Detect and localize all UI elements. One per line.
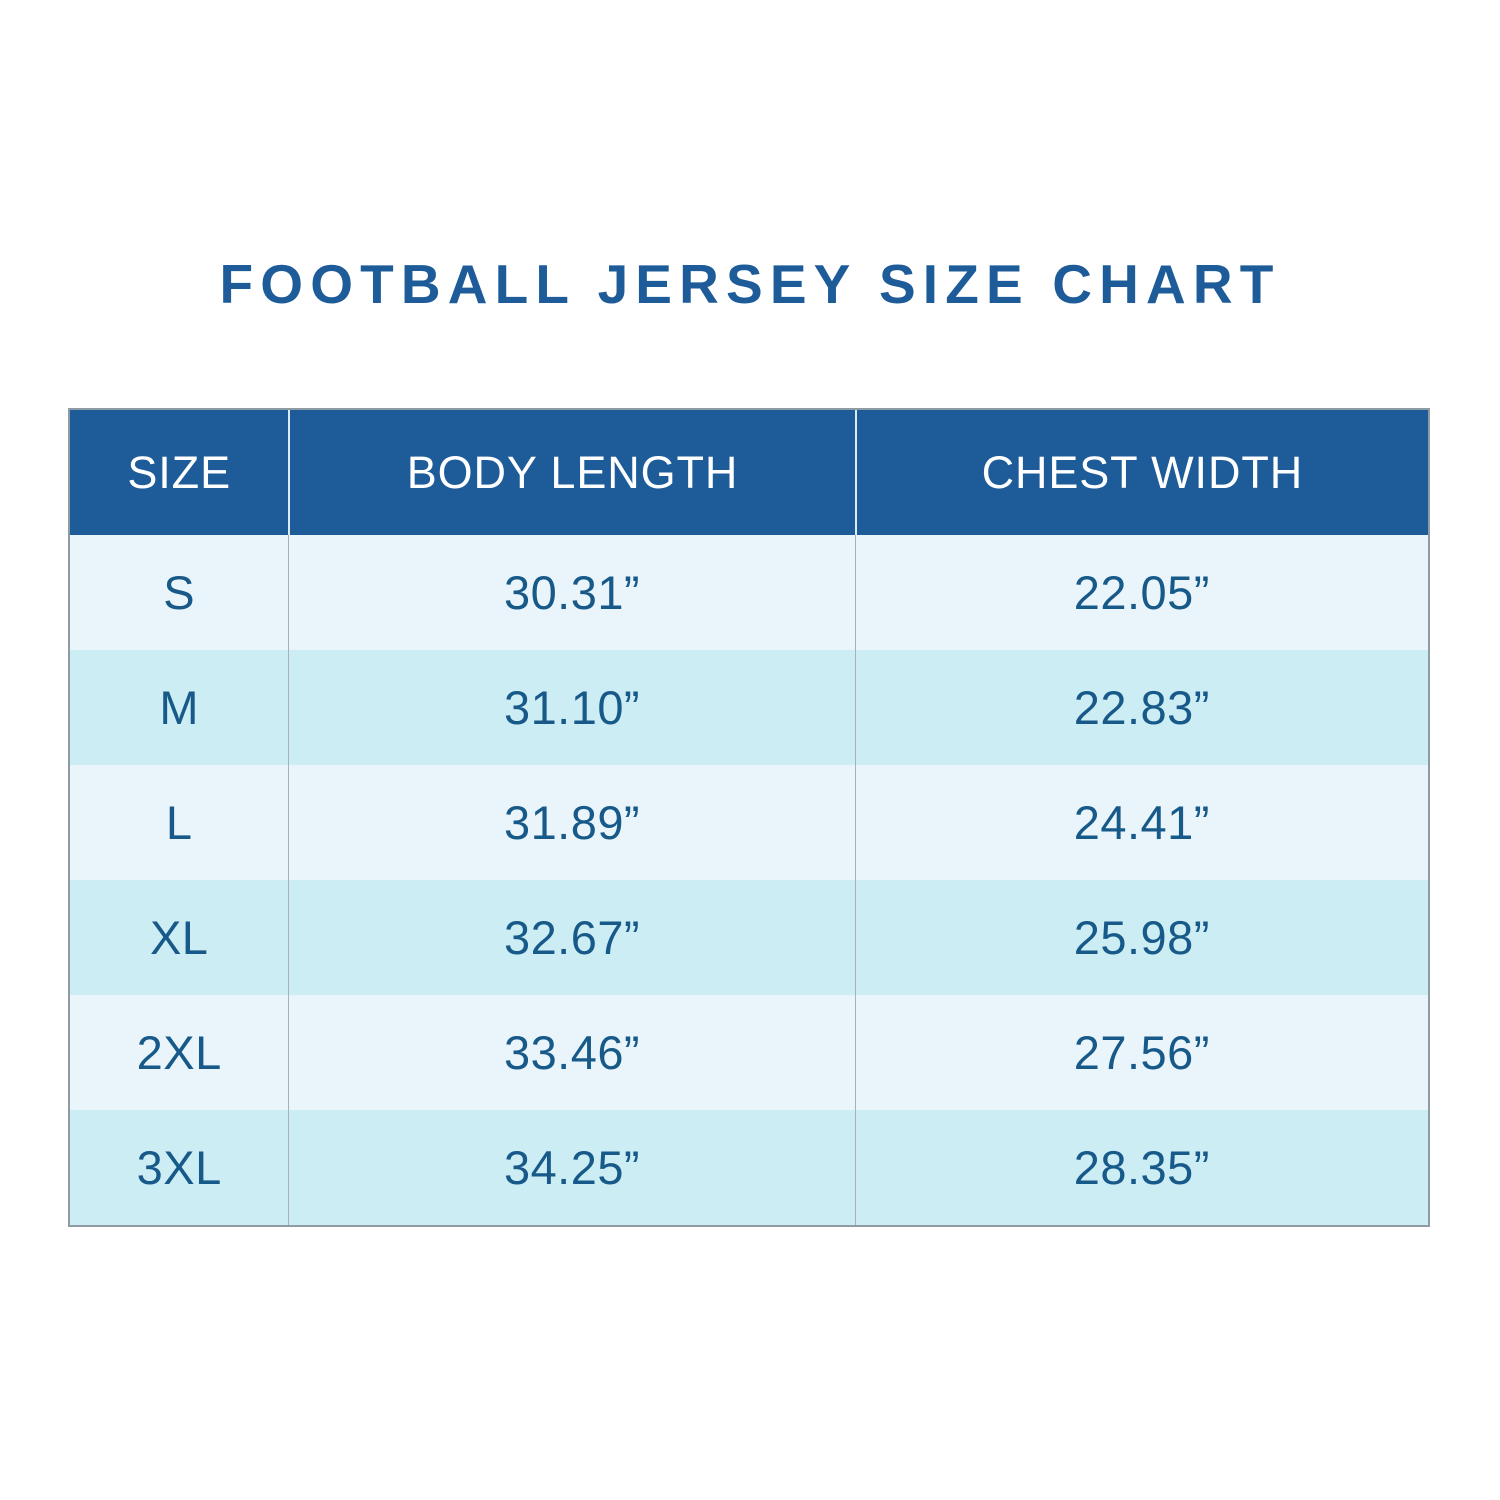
chest-width-cell: 22.83” <box>854 650 1428 765</box>
chest-width-cell: 24.41” <box>854 765 1428 880</box>
body-length-cell: 31.10” <box>288 650 855 765</box>
page-title: FOOTBALL JERSEY SIZE CHART <box>219 253 1281 315</box>
header-row: SIZE BODY LENGTH CHEST WIDTH <box>70 410 1428 535</box>
size-chart-table: SIZE BODY LENGTH CHEST WIDTH S 30.31” 22… <box>68 408 1430 1227</box>
body-length-cell: 33.46” <box>288 995 855 1110</box>
table-row-m: M 31.10” 22.83” <box>70 650 1428 765</box>
body-length-cell: 30.31” <box>288 535 855 650</box>
chest-width-cell: 22.05” <box>854 535 1428 650</box>
header-cell-chest-width: CHEST WIDTH <box>854 410 1428 535</box>
body-length-cell: 32.67” <box>288 880 855 995</box>
table-row-xl: XL 32.67” 25.98” <box>70 880 1428 995</box>
table-row-3xl: 3XL 34.25” 28.35” <box>70 1110 1428 1225</box>
table-row-l: L 31.89” 24.41” <box>70 765 1428 880</box>
size-cell: 2XL <box>70 995 289 1110</box>
header-cell-size: SIZE <box>70 410 289 535</box>
size-cell: L <box>70 765 289 880</box>
size-cell: 3XL <box>70 1110 289 1225</box>
size-cell: S <box>70 535 289 650</box>
size-cell: M <box>70 650 289 765</box>
body-length-cell: 34.25” <box>288 1110 855 1225</box>
body-length-cell: 31.89” <box>288 765 855 880</box>
size-cell: XL <box>70 880 289 995</box>
table-header: SIZE BODY LENGTH CHEST WIDTH <box>70 410 1428 535</box>
chest-width-cell: 25.98” <box>854 880 1428 995</box>
table-row-s: S 30.31” 22.05” <box>70 535 1428 650</box>
table-row-2xl: 2XL 33.46” 27.56” <box>70 995 1428 1110</box>
chest-width-cell: 28.35” <box>854 1110 1428 1225</box>
table-body: S 30.31” 22.05” M 31.10” 22.83” L 31.89”… <box>70 535 1428 1225</box>
header-cell-body-length: BODY LENGTH <box>288 410 855 535</box>
chest-width-cell: 27.56” <box>854 995 1428 1110</box>
